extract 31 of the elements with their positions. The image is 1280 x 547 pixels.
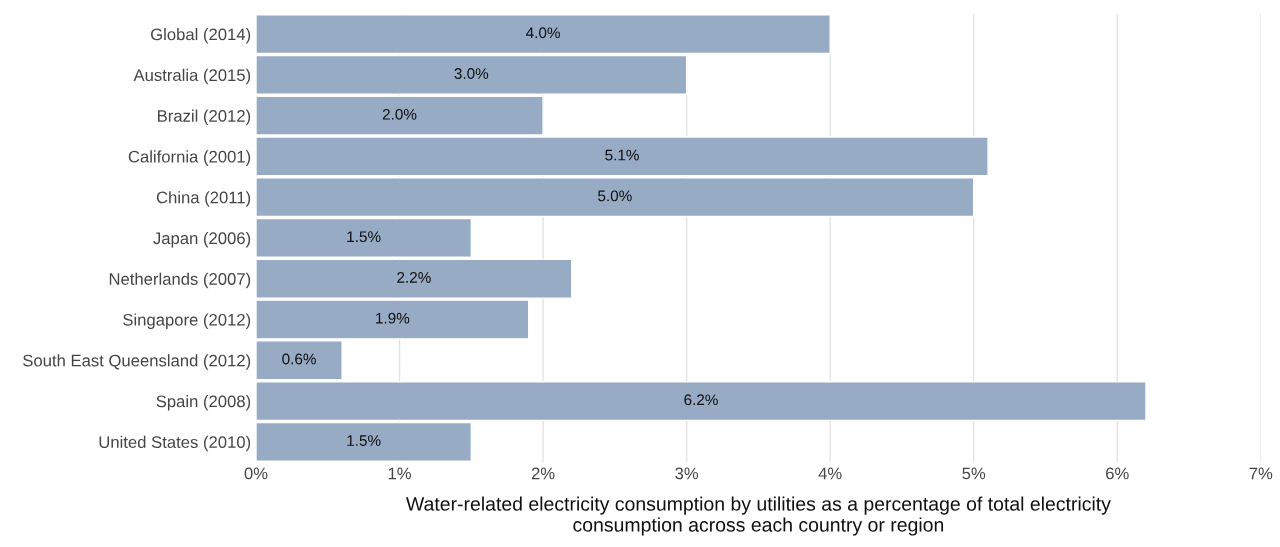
- data-label: 1.5%: [347, 231, 381, 243]
- y-tick-label: Australia (2015): [133, 68, 251, 85]
- data-label: 3.0%: [454, 68, 489, 79]
- y-tick-label: United States (2010): [99, 435, 251, 452]
- y-tick-label: Brazil (2012): [158, 109, 251, 126]
- x-tick-label: 6%: [1106, 467, 1129, 480]
- y-tick-label: Netherlands (2007): [109, 272, 251, 289]
- data-label: 1.9%: [376, 312, 410, 324]
- y-tick-label: Global (2014): [151, 28, 251, 44]
- y-tick-label: Spain (2008): [156, 395, 251, 411]
- y-tick-label: Japan (2006): [153, 231, 251, 248]
- data-label: 5.1%: [605, 149, 639, 161]
- y-tick-label: China (2011): [156, 191, 251, 207]
- data-label: 1.5%: [347, 435, 381, 446]
- data-label: 4.0%: [526, 27, 560, 39]
- x-axis-title: Water-related electricity consumption by utilities as a percentage of total electricity consumption across each country or region: [406, 496, 1111, 536]
- x-tick-label: 0%: [244, 467, 268, 480]
- data-label: 5.0%: [598, 190, 632, 202]
- x-tick-label: 3%: [675, 467, 699, 480]
- y-tick-label: Singapore (2012): [123, 313, 251, 329]
- x-tick-label: 4%: [818, 467, 842, 480]
- data-label: 2.0%: [382, 108, 417, 120]
- data-label: 0.6%: [282, 353, 316, 365]
- x-tick-label: 7%: [1249, 467, 1273, 480]
- y-tick-label: South East Queensland (2012): [23, 354, 251, 370]
- y-tick-label: California (2001): [128, 150, 251, 166]
- x-tick-label: 1%: [388, 467, 411, 480]
- x-tick-label: 5%: [962, 467, 986, 480]
- x-tick-label: 2%: [531, 467, 555, 480]
- data-label: 6.2%: [684, 394, 718, 406]
- data-label: 2.2%: [397, 272, 431, 283]
